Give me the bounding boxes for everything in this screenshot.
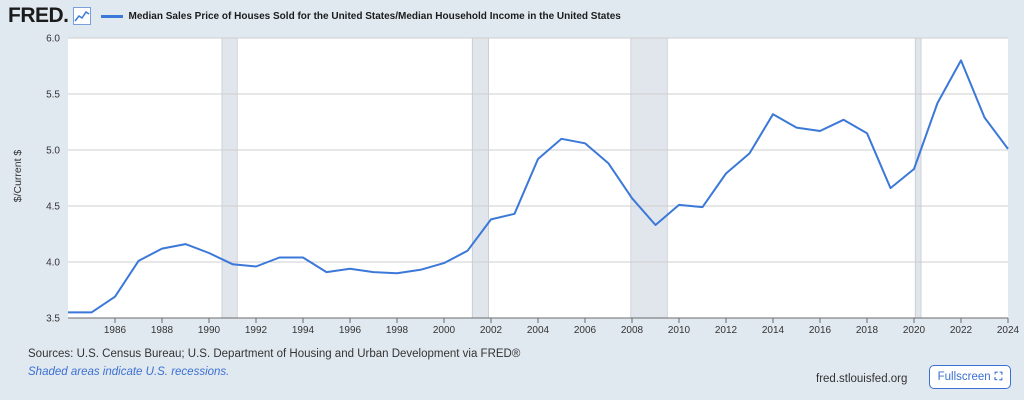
recession-band [914,37,922,319]
y-tick-label: 4.5 [46,202,60,213]
legend: Median Sales Price of Houses Sold for th… [100,10,621,22]
x-tick-label: 1992 [245,325,268,336]
y-tick-label: 5.0 [46,146,60,157]
recession-band [471,37,489,319]
fullscreen-label: Fullscreen [937,371,991,383]
legend-label: Median Sales Price of Houses Sold for th… [128,10,621,22]
x-tick-label: 1994 [292,325,315,336]
x-tick-label: 2008 [621,325,644,336]
plot-area [68,38,1008,318]
sources-text: Sources: U.S. Census Bureau; U.S. Depart… [28,348,521,360]
x-tick-label: 2004 [527,325,550,336]
x-tick-label: 2016 [809,325,832,336]
x-tick-label: 2010 [668,325,691,336]
legend-swatch [100,14,123,18]
chart: 3.5 4.0 4.5 5.0 5.5 6.0 1986 1988 1990 1992 1994 19… [46,34,1020,337]
x-tick-label: 1996 [339,325,362,336]
y-tick-label: 4.0 [46,258,60,269]
x-tick-label: 2018 [856,325,879,336]
x-tick-label: 1990 [198,325,221,336]
x-tick-label: 2012 [715,325,738,336]
recession-band [221,37,238,319]
fullscreen-button[interactable]: Fullscreen ⛶ [929,365,1011,389]
fred-logo[interactable]: FRED. [8,4,69,27]
x-tick-label: 2022 [950,325,973,336]
x-tick-label: 2006 [574,325,597,336]
x-tick-label: 1986 [104,325,127,336]
series-line [68,59,1009,314]
x-tick-label: 2020 [903,325,926,336]
x-tick-label: 1988 [151,325,174,336]
recession-note: Shaded areas indicate U.S. recessions. [28,366,230,378]
x-tick-label: 2014 [762,325,785,336]
chart-header: FRED. Median Sales Price of Houses Sold … [8,4,621,28]
y-tick-label: 6.0 [46,34,60,45]
x-tick-label: 2000 [433,325,456,336]
fred-graph-icon [72,7,91,25]
fullscreen-icon: ⛶ [994,370,1003,383]
y-tick-label: 3.5 [46,314,60,325]
x-tick-label: 2002 [480,325,503,336]
fred-url[interactable]: fred.stlouisfed.org [816,373,908,385]
x-tick-label: 2024 [997,325,1020,336]
x-tick-label: 1998 [386,325,409,336]
y-tick-label: 5.5 [46,90,60,101]
recession-band [630,37,668,319]
